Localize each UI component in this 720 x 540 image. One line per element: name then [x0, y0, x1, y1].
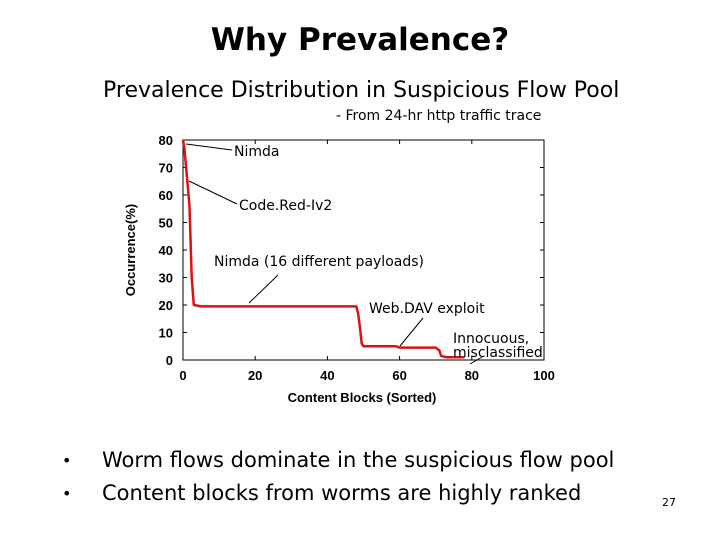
page-number: 27	[662, 496, 676, 509]
bullet-item: • Worm flows dominate in the suspicious …	[62, 444, 614, 477]
bullet-text: Worm flows dominate in the suspicious fl…	[102, 448, 615, 472]
x-tick-label: 60	[392, 368, 406, 383]
bullet-item: • Content blocks from worms are highly r…	[62, 477, 614, 510]
x-tick-label: 100	[533, 368, 555, 383]
slide-title: Why Prevalence?	[210, 22, 510, 58]
y-axis-label: Occurrence(%)	[123, 204, 138, 296]
source-note: - From 24-hr http traffic trace	[336, 108, 542, 124]
annotation-innocuous-line1: Innocuous,	[453, 331, 529, 347]
series-line	[181, 139, 465, 359]
annotations: Nimda Code.Red-Iv2 Nimda (16 different p…	[185, 143, 543, 365]
annotation-arrow-code-red	[188, 180, 238, 205]
y-tick-label: 60	[159, 188, 173, 203]
y-tick-label: 20	[159, 298, 173, 313]
bullet-list: • Worm flows dominate in the suspicious …	[62, 444, 614, 510]
annotation-arrow-webdav	[399, 317, 424, 347]
y-tick-label: 10	[159, 326, 173, 341]
y-tick-label: 50	[159, 216, 173, 231]
x-tick-label: 0	[179, 368, 186, 383]
annotation-arrow-innocuous	[469, 356, 483, 365]
x-tick-label: 40	[320, 368, 334, 383]
y-tick-label: 40	[159, 243, 173, 258]
annotation-code-red: Code.Red-Iv2	[239, 198, 332, 214]
bullet-glyph: •	[62, 484, 72, 503]
y-tick-label: 0	[166, 353, 173, 368]
x-axis: 0 20 40 60 80 100	[179, 140, 555, 383]
chart-subtitle: Prevalence Distribution in Suspicious Fl…	[103, 78, 620, 103]
annotation-innocuous-line2: misclassified	[453, 345, 543, 361]
bullet-text: Content blocks from worms are highly ran…	[102, 481, 582, 505]
x-axis-label: Content Blocks (Sorted)	[288, 390, 437, 405]
y-tick-label: 30	[159, 271, 173, 286]
x-tick-label: 20	[248, 368, 262, 383]
annotation-nimda: Nimda	[234, 144, 279, 160]
bullet-glyph: •	[62, 451, 72, 470]
annotation-arrow-nimda	[185, 143, 233, 151]
plot-frame	[182, 139, 545, 361]
y-tick-label: 80	[159, 133, 173, 148]
annotation-arrow-nimda-16	[248, 274, 279, 304]
annotation-webdav: Web.DAV exploit	[369, 301, 485, 317]
y-axis: 0 10 20 30 40 50 60 70 80	[159, 133, 544, 368]
y-tick-label: 70	[159, 161, 173, 176]
annotation-nimda-16: Nimda (16 different payloads)	[214, 254, 424, 270]
x-tick-label: 80	[465, 368, 479, 383]
